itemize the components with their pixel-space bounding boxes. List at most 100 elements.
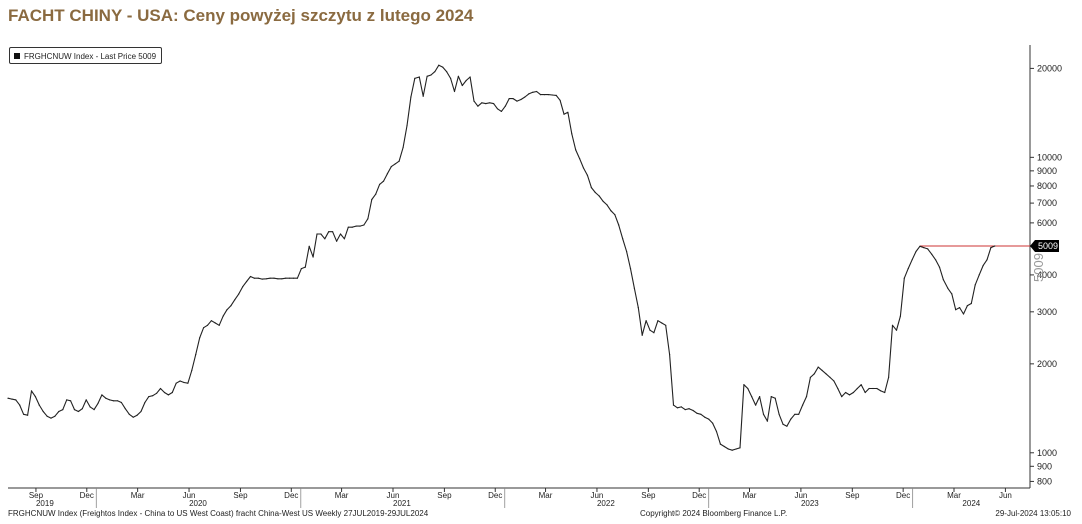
y-tick-label: 900 [1037,461,1052,471]
data-point [461,84,463,87]
data-point [273,277,275,279]
data-point [602,200,604,202]
data-point [762,413,765,415]
data-point [727,448,729,450]
data-point [579,158,581,160]
x-tick-label: Mar [539,491,553,500]
data-point [598,195,600,197]
data-point [551,94,553,96]
data-point [422,95,424,97]
data-point [109,399,111,401]
data-point [829,376,831,378]
x-tick-label: Sep [641,491,656,500]
x-tick-label: Jun [183,491,196,500]
data-point [46,415,48,417]
series-line [7,64,996,451]
data-point [876,387,878,390]
data-point [743,384,745,386]
data-point [450,77,452,79]
data-point [214,322,216,324]
legend-label: FRGHCNUW Index - Last Price 5009 [24,51,157,61]
data-point [351,226,353,228]
footer-copyright: Copyright© 2024 Bloomberg Finance L.P. [640,509,788,518]
x-tick-label: Sep [437,491,452,500]
data-point [688,408,690,410]
data-point [206,324,209,326]
data-point [978,274,980,276]
data-point [438,64,440,66]
data-point [375,193,377,195]
data-point [105,397,107,399]
data-point [528,93,530,95]
data-point [257,277,259,279]
x-year-label: 2021 [393,499,411,508]
data-point [410,96,412,98]
data-point [539,94,542,96]
data-point [81,408,83,410]
x-tick-label: Dec [692,491,706,500]
x-year-label: 2024 [962,499,980,508]
data-point [649,329,651,331]
data-point [833,380,835,382]
data-point [629,268,632,270]
data-point [974,284,976,286]
data-point [11,398,13,400]
data-point [571,133,573,135]
data-point [332,231,334,233]
data-point [175,382,177,384]
data-point [101,394,103,396]
data-point [234,299,236,301]
data-point [230,305,232,307]
data-point [951,293,953,295]
x-tick-label: Mar [947,491,961,500]
data-point [676,407,679,409]
data-point [477,105,479,107]
data-point [942,279,945,281]
data-point [845,391,847,394]
data-point [860,384,862,386]
data-point [927,248,929,250]
data-point [179,380,181,382]
y-tick-label: 800 [1037,476,1052,486]
data-point [848,394,851,396]
data-point [159,387,162,390]
data-point [708,418,710,420]
data-point [955,309,957,311]
y-tick-label: 8000 [1037,181,1057,191]
data-point [152,395,154,397]
x-year-label: 2019 [36,499,54,508]
data-point [54,415,56,417]
data-point [990,247,992,249]
data-point [959,307,961,309]
data-point [919,245,921,247]
data-point [891,324,894,326]
data-point [633,287,636,289]
x-tick-label: Jun [794,491,807,500]
data-point [747,387,749,390]
data-point [253,277,255,279]
chart-title: FACHT CHINY - USA: Ceny powyżej szczytu … [8,6,474,25]
data-point [790,418,792,420]
data-point [586,174,589,176]
data-point [446,71,448,73]
data-point [852,391,855,394]
data-point [500,110,502,112]
data-point [289,277,291,279]
data-point [496,108,499,110]
x-tick-label: Jun [387,491,400,500]
data-point [336,240,338,242]
data-point [339,233,342,235]
chart-legend: FRGHCNUW Index - Last Price 5009 [9,47,163,64]
data-point [715,430,718,433]
data-point [770,396,772,398]
data-point [895,329,898,331]
data-point [394,163,396,165]
y-tick-label: 3000 [1037,307,1057,317]
y-tick-label: 4000 [1037,270,1057,280]
x-year-label: 2022 [597,499,615,508]
data-point [128,413,130,415]
data-point [328,231,330,233]
data-point [536,90,538,93]
series-points [7,64,996,451]
data-point [766,420,769,422]
